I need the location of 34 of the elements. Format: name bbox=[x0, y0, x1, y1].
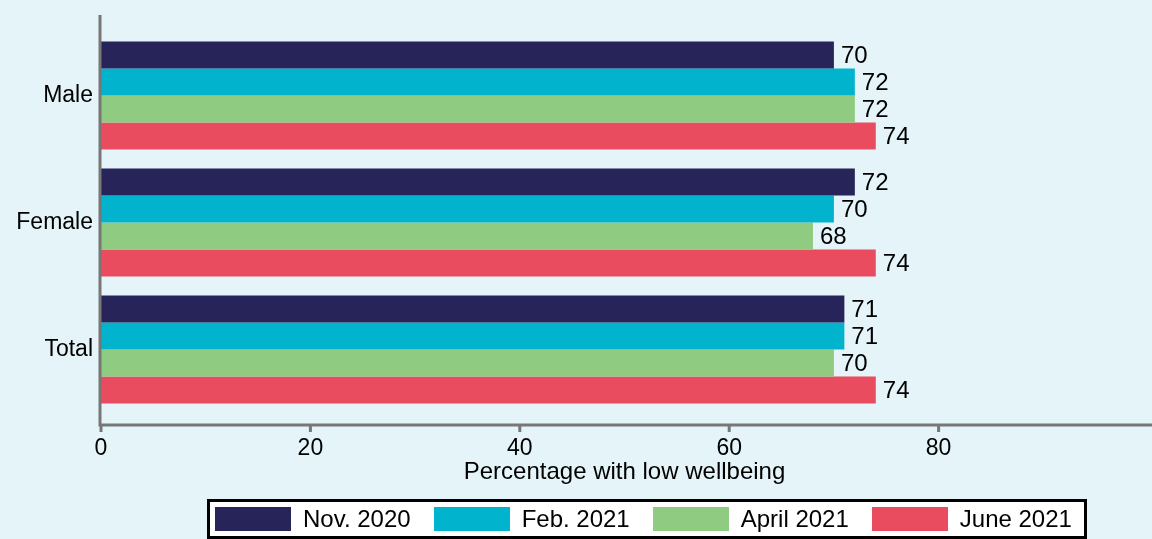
y-tick-label: Female bbox=[16, 207, 93, 234]
bar bbox=[101, 41, 834, 69]
data-label: 74 bbox=[882, 248, 910, 276]
bar bbox=[101, 122, 876, 150]
data-label: 72 bbox=[861, 167, 889, 195]
data-label: 70 bbox=[840, 40, 868, 68]
y-tick-label: Total bbox=[44, 334, 93, 361]
bar bbox=[101, 95, 855, 123]
data-label: 68 bbox=[819, 221, 847, 249]
y-tick-label: Male bbox=[43, 80, 93, 107]
bar bbox=[101, 222, 813, 250]
bar bbox=[101, 168, 855, 196]
x-tick-label: 20 bbox=[297, 434, 324, 461]
bar bbox=[101, 249, 876, 277]
data-label: 70 bbox=[840, 348, 868, 376]
bar bbox=[101, 376, 876, 404]
bar bbox=[101, 322, 845, 350]
legend-label: June 2021 bbox=[959, 505, 1072, 533]
bar bbox=[101, 195, 834, 223]
data-label: 72 bbox=[861, 94, 889, 122]
data-label: 74 bbox=[882, 121, 910, 149]
x-tick-label: 80 bbox=[925, 434, 952, 461]
data-label: 71 bbox=[851, 294, 879, 322]
bar bbox=[101, 349, 834, 377]
bar bbox=[101, 68, 855, 96]
legend-label: Feb. 2021 bbox=[521, 505, 630, 533]
data-label: 74 bbox=[882, 375, 910, 403]
x-tick-label: 0 bbox=[94, 434, 108, 461]
data-label: 72 bbox=[861, 67, 889, 95]
bar bbox=[101, 295, 845, 323]
legend-label: Nov. 2020 bbox=[303, 505, 411, 533]
legend-label: April 2021 bbox=[740, 505, 849, 533]
data-label: 71 bbox=[851, 321, 879, 349]
data-label: 70 bbox=[840, 194, 868, 222]
